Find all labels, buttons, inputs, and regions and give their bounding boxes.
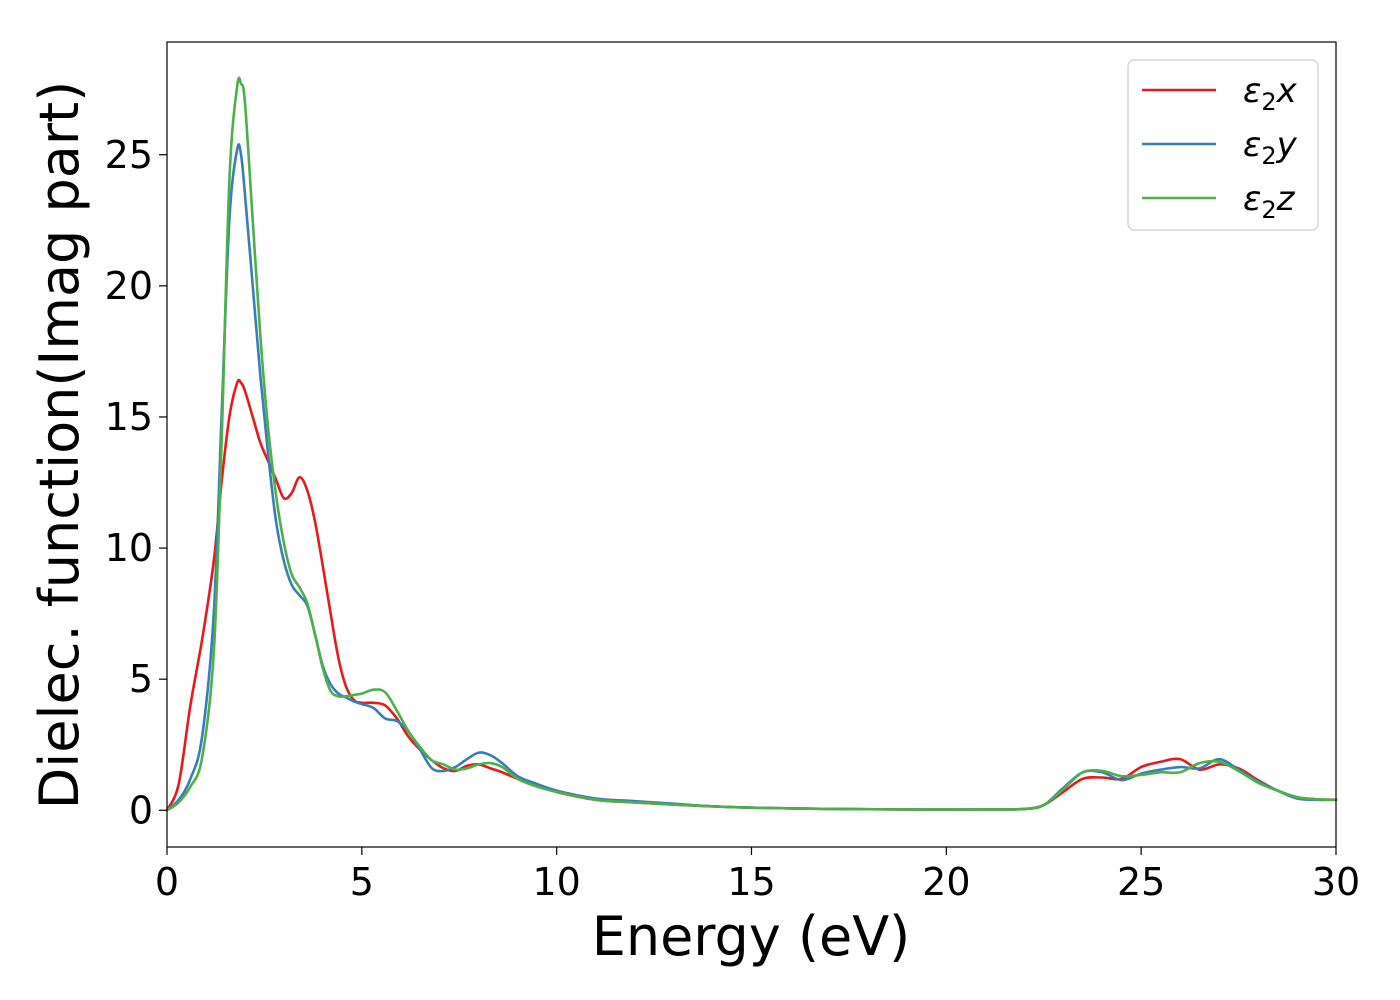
y-axis-title: Dielec. function(Imag part)	[28, 81, 91, 810]
y-axis: 0 5 10 15 20 25	[105, 133, 167, 832]
series-layer	[165, 76, 1338, 812]
legend-label-x: ε2x	[1243, 71, 1298, 116]
x-tick-label: 30	[1312, 860, 1360, 904]
y-tick-label: 5	[129, 657, 153, 701]
legend-box	[1127, 59, 1319, 231]
x-tick-label: 5	[350, 860, 374, 904]
x-tick-label: 25	[1117, 860, 1165, 904]
x-tick-label: 20	[922, 860, 970, 904]
y-tick-label: 10	[105, 526, 153, 570]
series-line-y	[165, 143, 1338, 812]
x-tick-label: 15	[727, 860, 775, 904]
y-tick-label: 15	[105, 395, 153, 439]
y-tick-label: 0	[129, 788, 153, 832]
y-tick-label: 20	[105, 264, 153, 308]
x-tick-label: 0	[155, 860, 179, 904]
legend: ε2x ε2y ε2z	[1127, 59, 1319, 231]
x-axis-title: Energy (eV)	[592, 905, 911, 968]
legend-label-z: ε2z	[1243, 179, 1296, 224]
x-axis: 0 5 10 15 20 25 30	[155, 847, 1360, 904]
legend-label-y: ε2y	[1243, 125, 1298, 170]
y-tick-label: 25	[105, 133, 153, 177]
x-tick-label: 10	[532, 860, 580, 904]
series-line-z	[165, 76, 1338, 812]
